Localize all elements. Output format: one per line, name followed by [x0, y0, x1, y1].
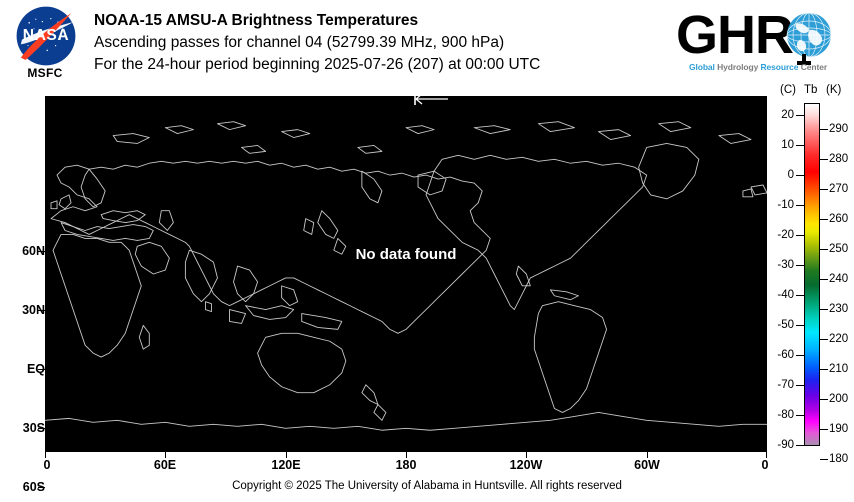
- cb-tick-k-210: [820, 369, 828, 370]
- cb-label-k-280: 280: [829, 153, 849, 165]
- lon-tick-120w: [526, 452, 527, 458]
- copyright-notice: Copyright © 2025 The University of Alaba…: [232, 480, 622, 492]
- lat-tick-30n: [38, 310, 45, 311]
- lat-label-eq: EQ: [26, 362, 45, 376]
- cb-label-k-200: 200: [829, 393, 849, 405]
- cb-label-k-270: 270: [829, 183, 849, 195]
- nasa-center-label: MSFC: [27, 66, 63, 80]
- colorbar-unit-kelvin: (K): [826, 84, 842, 96]
- cb-label-k-250: 250: [829, 243, 849, 255]
- lat-tick-60s: [38, 487, 45, 488]
- cb-label-c-m20: -20: [777, 229, 794, 241]
- lon-label-60w: 60W: [634, 458, 660, 472]
- svg-text:NASA: NASA: [23, 27, 70, 44]
- cb-label-c-m40: -40: [777, 289, 794, 301]
- lat-tick-30s: [38, 428, 45, 429]
- lon-label-180: 180: [395, 458, 417, 472]
- colorbar-unit-celsius: (C): [780, 84, 796, 96]
- svg-text:GHR: GHR: [676, 8, 793, 65]
- cb-label-k-190: 190: [829, 423, 849, 435]
- ghrc-tagline: Global Hydrology Resource Center: [688, 62, 828, 72]
- cb-tick-c-m20: [796, 235, 804, 236]
- cb-label-k-290: 290: [829, 123, 849, 135]
- lon-label-120w: 120W: [509, 458, 543, 472]
- lon-tick-0: [45, 452, 46, 458]
- cb-tick-k-250: [820, 249, 828, 250]
- lon-tick-180: [406, 452, 407, 458]
- cb-label-c-m60: -60: [777, 349, 794, 361]
- cb-tick-k-180: [820, 459, 828, 460]
- colorbar-gradient: [804, 103, 820, 446]
- cb-label-k-210: 210: [829, 363, 849, 375]
- map-panel[interactable]: No data found: [45, 96, 767, 452]
- lon-label-120e: 120E: [271, 458, 301, 472]
- cb-tick-c-m80: [796, 415, 804, 416]
- lon-tick-360: [766, 452, 767, 458]
- cb-tick-c-m10: [796, 205, 804, 206]
- cb-label-c-20: 20: [781, 109, 794, 121]
- cb-tick-c-10: [796, 145, 804, 146]
- cb-label-c-m30: -30: [777, 259, 794, 271]
- cb-label-c-m80: -80: [777, 409, 794, 421]
- ghrc-logo: GHR Global Hydrology Resource Center: [676, 5, 838, 80]
- cb-tick-c-m70: [796, 385, 804, 386]
- cb-tick-k-240: [820, 279, 828, 280]
- pass-time-marker-icon: [414, 96, 448, 105]
- cb-tick-k-230: [820, 309, 828, 310]
- cb-tick-c-m90: [796, 445, 804, 446]
- cb-label-c-m50: -50: [777, 319, 794, 331]
- cb-tick-k-260: [820, 219, 828, 220]
- cb-label-c-10: 10: [781, 139, 794, 151]
- lat-tick-60n: [38, 251, 45, 252]
- cb-tick-k-200: [820, 399, 828, 400]
- nasa-logo: NASA MSFC: [10, 6, 80, 84]
- nasa-meatball-icon: NASA: [16, 6, 76, 66]
- latitude-axis: 60N 30N EQ 30S 60S: [0, 96, 45, 494]
- colorbar: (C) Tb (K) 20 10 0 -10 -20 -30 -40 -50 -…: [777, 84, 854, 465]
- lon-label-60e: 60E: [153, 458, 177, 472]
- lon-tick-60e: [165, 452, 166, 458]
- lon-tick-60w: [647, 452, 648, 458]
- lat-label-60s: 60S: [22, 480, 45, 494]
- lat-label-30n: 30N: [22, 303, 45, 317]
- lon-tick-120e: [286, 452, 287, 458]
- cb-label-k-240: 240: [829, 273, 849, 285]
- cb-tick-k-290: [820, 129, 828, 130]
- cb-label-c-0: 0: [787, 169, 794, 181]
- cb-label-c-m70: -70: [777, 379, 794, 391]
- cb-label-k-220: 220: [829, 333, 849, 345]
- cb-tick-k-270: [820, 189, 828, 190]
- cb-label-k-260: 260: [829, 213, 849, 225]
- cb-tick-k-280: [820, 159, 828, 160]
- cb-tick-c-m50: [796, 325, 804, 326]
- cb-tick-c-20: [796, 115, 804, 116]
- lat-label-60n: 60N: [22, 244, 45, 258]
- page-subtitle: Ascending passes for channel 04 (52799.3…: [94, 34, 505, 51]
- cb-tick-k-220: [820, 339, 828, 340]
- cb-label-k-230: 230: [829, 303, 849, 315]
- longitude-axis: 0 60E 120E 180 120W 60W 0: [43, 452, 769, 476]
- ghrc-wordmark-icon: GHR: [676, 5, 832, 65]
- cb-tick-c-0: [796, 175, 804, 176]
- lat-label-30s: 30S: [22, 421, 45, 435]
- cb-label-c-m10: -10: [777, 199, 794, 211]
- header: NASA MSFC NOAA-15 AMSU-A Brightness Temp…: [0, 0, 854, 86]
- cb-tick-c-m30: [796, 265, 804, 266]
- title-block: NOAA-15 AMSU-A Brightness Temperatures A…: [94, 10, 674, 76]
- cb-tick-k-190: [820, 429, 828, 430]
- page-period: For the 24-hour period beginning 2025-07…: [94, 56, 541, 73]
- lon-label-360: 0: [761, 458, 769, 472]
- page-title: NOAA-15 AMSU-A Brightness Temperatures: [94, 12, 419, 29]
- lat-tick-eq: [38, 369, 45, 370]
- lon-label-0: 0: [43, 458, 51, 472]
- world-coastline-map: [45, 96, 767, 452]
- cb-label-c-m90: -90: [777, 439, 794, 451]
- colorbar-unit-tb: Tb: [804, 84, 818, 96]
- cb-label-k-180: 180: [829, 453, 849, 465]
- cb-tick-c-m60: [796, 355, 804, 356]
- cb-tick-c-m40: [796, 295, 804, 296]
